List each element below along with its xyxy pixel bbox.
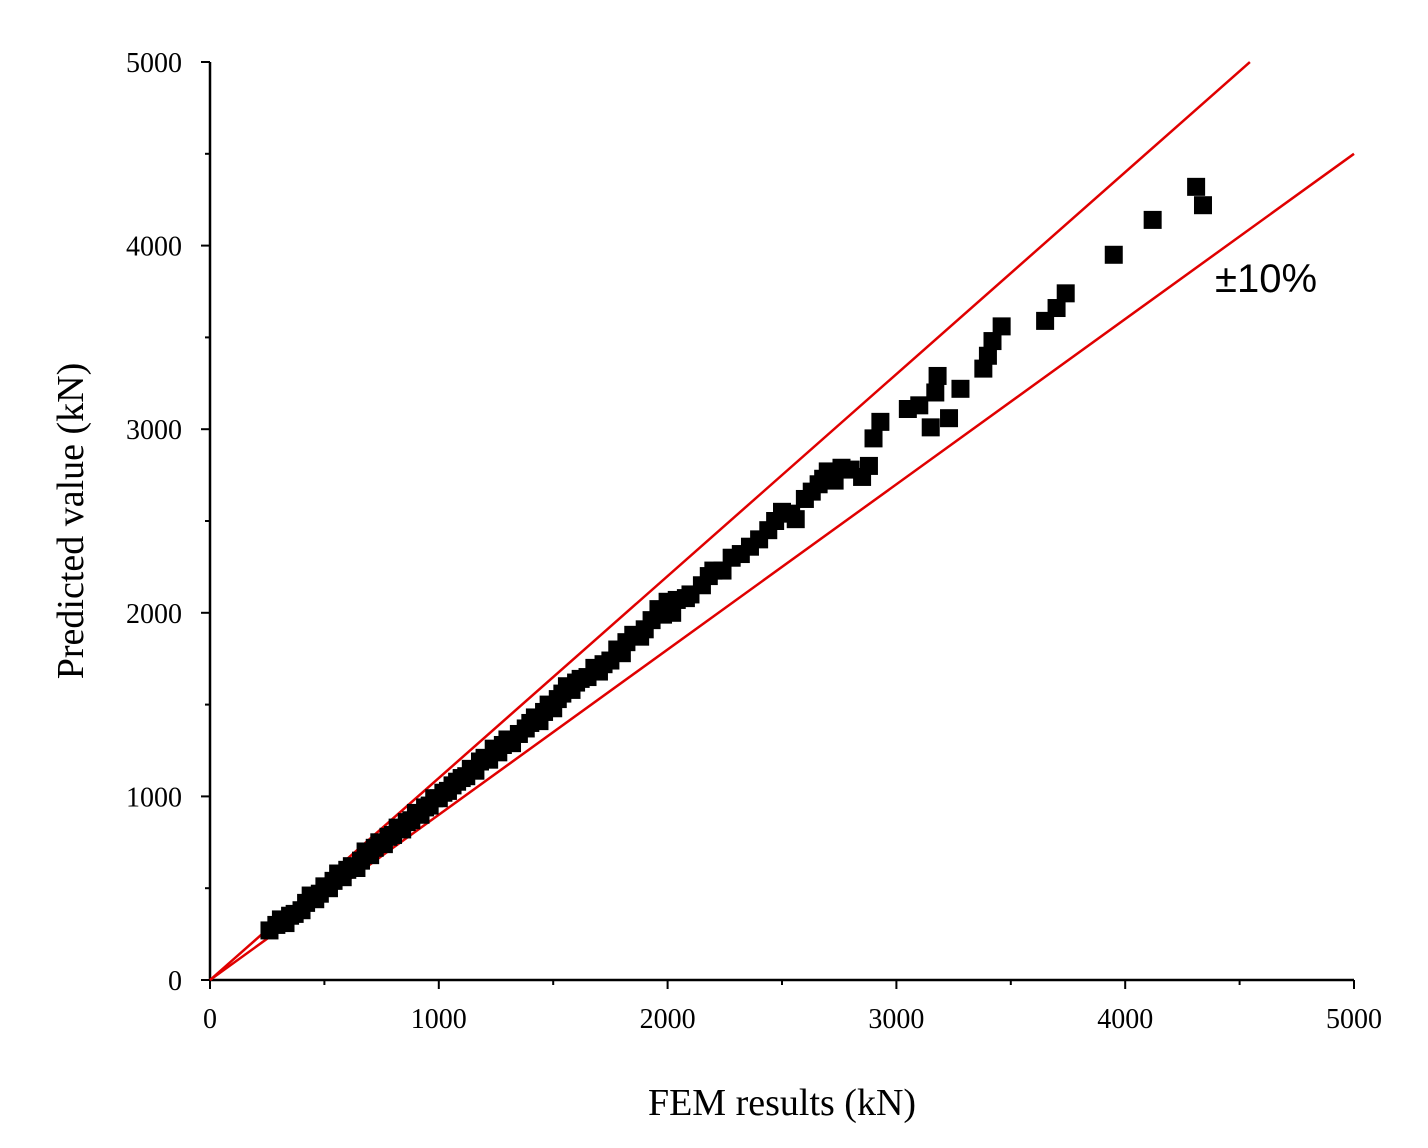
data-point bbox=[871, 412, 890, 431]
data-point bbox=[928, 366, 947, 385]
y-tick-label: 0 bbox=[168, 966, 182, 997]
axis-ticks bbox=[201, 61, 1355, 989]
x-tick-label: 0 bbox=[203, 1004, 217, 1035]
data-point bbox=[859, 456, 878, 475]
y-tick-label: 2000 bbox=[126, 599, 182, 630]
data-point bbox=[983, 332, 1002, 351]
data-point bbox=[1143, 210, 1162, 229]
data-point bbox=[951, 379, 970, 398]
band-annotation: ±10% bbox=[1215, 257, 1317, 301]
y-tick-label: 5000 bbox=[126, 48, 182, 79]
y-tick-label: 1000 bbox=[126, 782, 182, 813]
data-point bbox=[978, 346, 997, 365]
upper-band-line bbox=[209, 61, 1251, 981]
data-point bbox=[1047, 299, 1066, 318]
data-point bbox=[926, 383, 945, 402]
x-tick-label: 2000 bbox=[640, 1004, 696, 1035]
x-tick-label: 5000 bbox=[1326, 1004, 1382, 1035]
x-tick-label: 4000 bbox=[1097, 1004, 1153, 1035]
y-axis-title: Predicted value (kN) bbox=[50, 363, 92, 680]
x-tick-label: 1000 bbox=[411, 1004, 467, 1035]
y-tick-labels: 0 1000 2000 3000 4000 5000 bbox=[126, 48, 182, 997]
data-point bbox=[1193, 196, 1212, 215]
data-point bbox=[940, 409, 959, 428]
data-point bbox=[910, 396, 929, 415]
data-point bbox=[1104, 245, 1123, 264]
x-tick-labels: 0 1000 2000 3000 4000 5000 bbox=[203, 1004, 1382, 1035]
y-tick-label: 4000 bbox=[126, 232, 182, 263]
data-point bbox=[1187, 177, 1206, 196]
y-tick-label: 3000 bbox=[126, 415, 182, 446]
data-point bbox=[1056, 284, 1075, 303]
x-tick-label: 3000 bbox=[868, 1004, 924, 1035]
data-points bbox=[260, 177, 1212, 940]
x-axis-title: FEM results (kN) bbox=[648, 1082, 916, 1124]
data-point bbox=[921, 418, 940, 437]
data-point bbox=[992, 317, 1011, 336]
data-point bbox=[786, 510, 805, 529]
data-point bbox=[864, 429, 883, 448]
